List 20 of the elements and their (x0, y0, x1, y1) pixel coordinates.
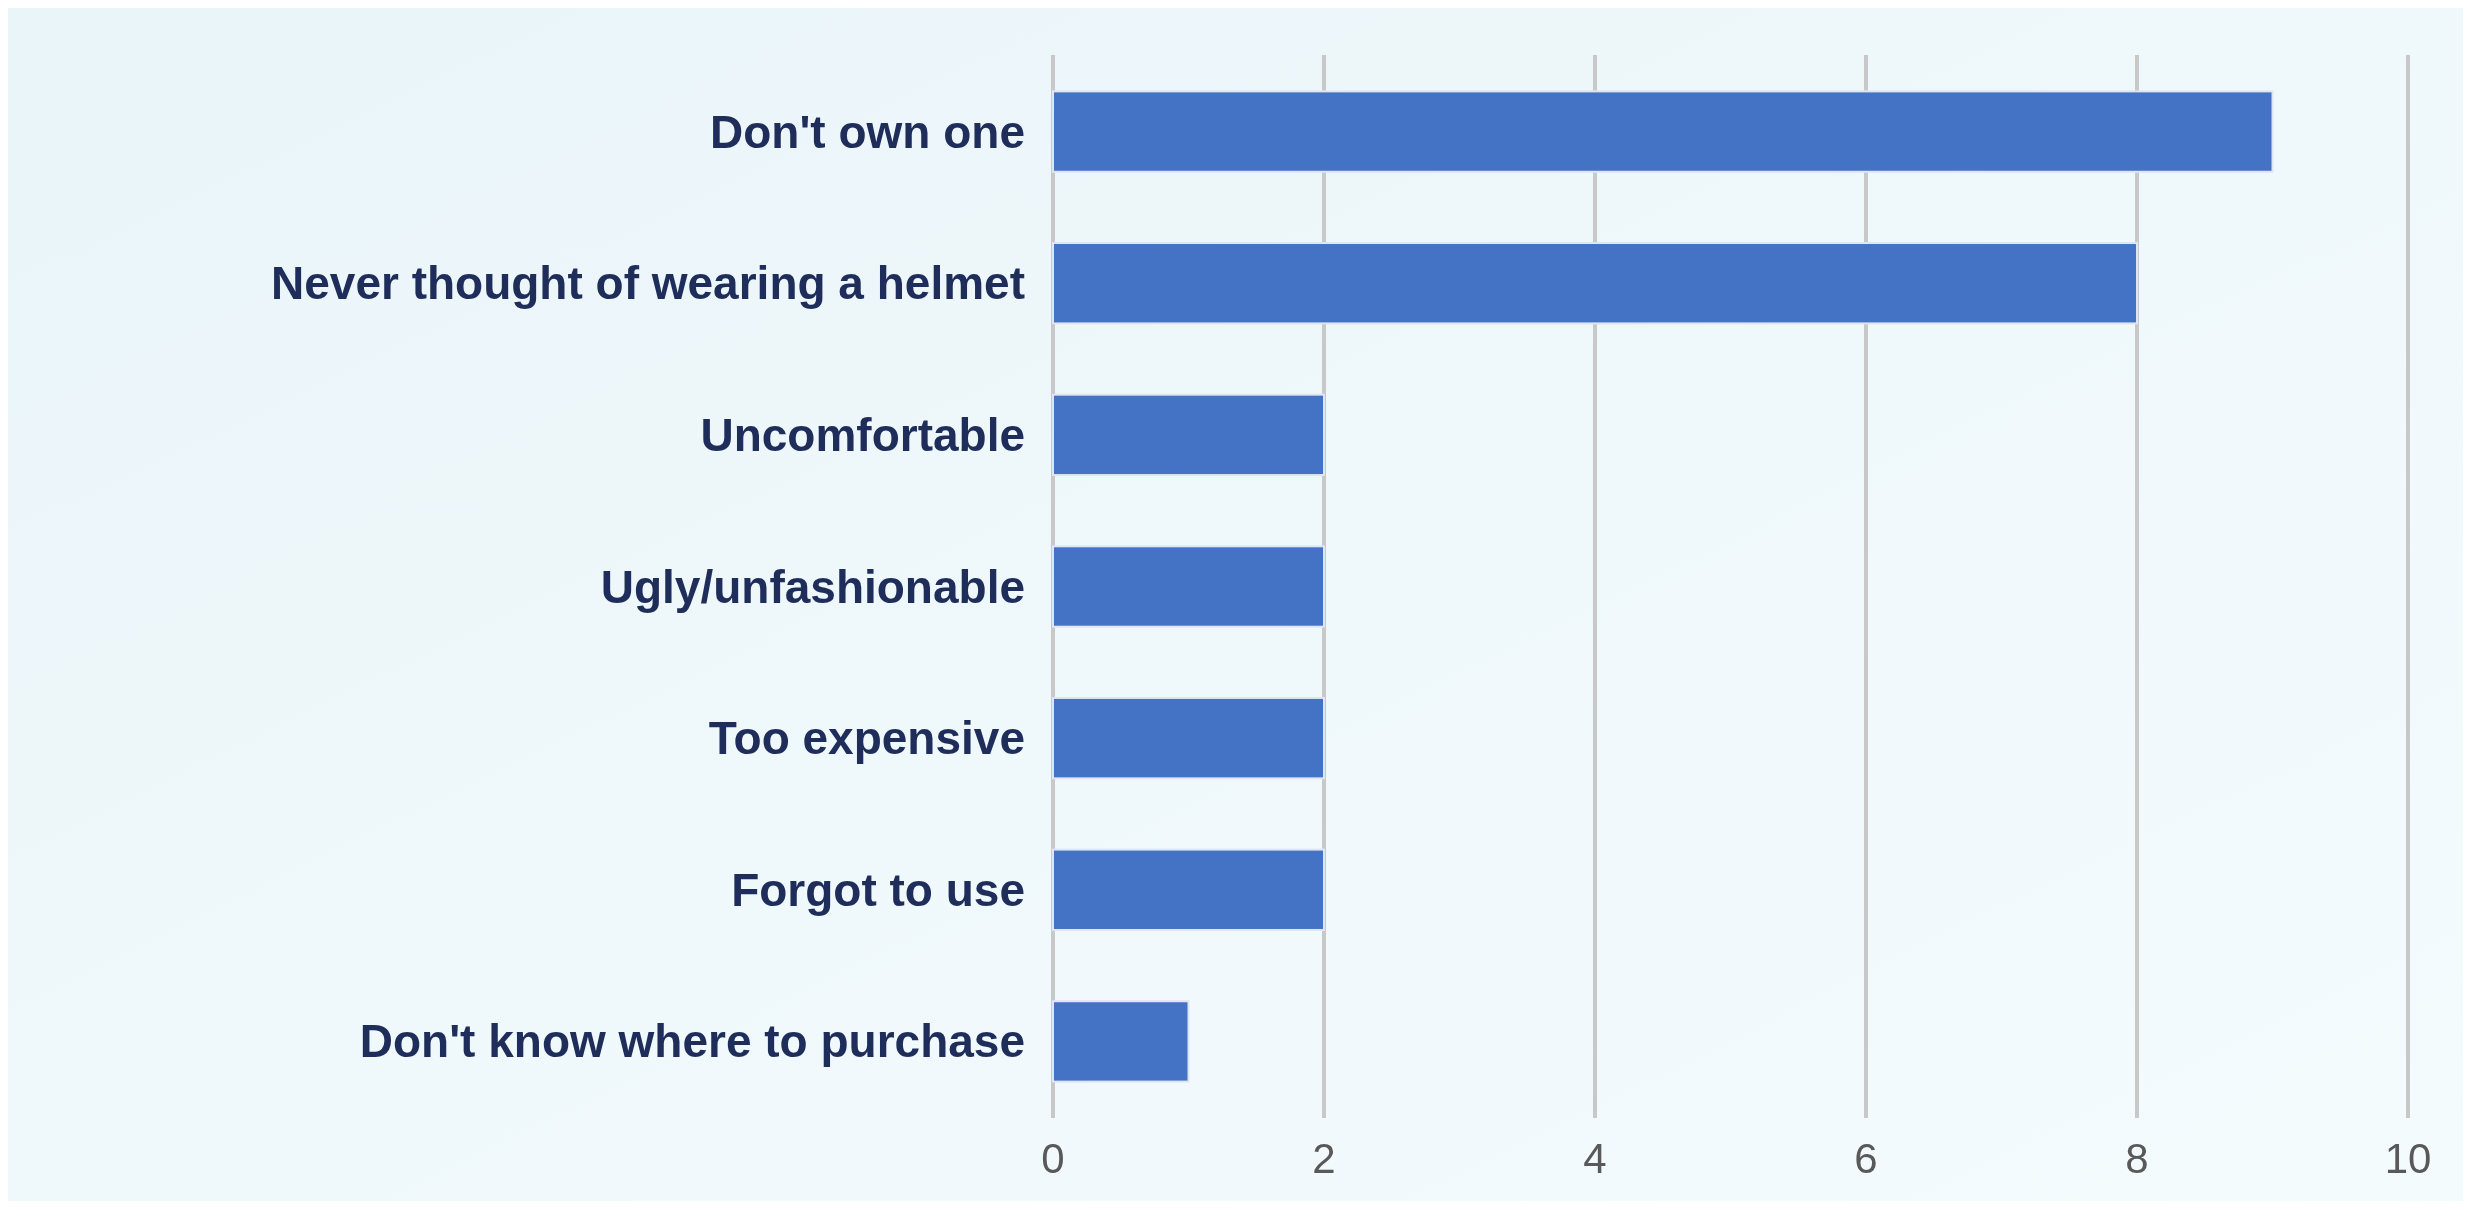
x-tick-label: 0 (1041, 1135, 1065, 1182)
y-tick-label: Don't own one (710, 105, 1025, 158)
bar (1052, 90, 2274, 173)
bar (1052, 848, 1325, 931)
bar (1052, 393, 1325, 477)
x-tick-label: 6 (1854, 1135, 1878, 1182)
y-tick-label: Never thought of wearing a helmet (271, 257, 1025, 310)
x-tick-label: 8 (2125, 1135, 2149, 1182)
y-tick-label: Forgot to use (731, 863, 1025, 916)
y-tick-label: Don't know where to purchase (359, 1015, 1025, 1068)
bar (1052, 696, 1325, 780)
y-tick-label: Too expensive (708, 712, 1025, 765)
y-tick-label: Uncomfortable (700, 408, 1025, 461)
y-tick-label: Ugly/unfashionable (600, 560, 1025, 613)
bar (1052, 242, 2138, 325)
x-tick-label: 2 (1312, 1135, 1336, 1182)
x-tick-label: 10 (2384, 1135, 2432, 1182)
x-tick-label: 4 (1583, 1135, 1607, 1182)
bar (1052, 545, 1325, 628)
bar (1052, 1000, 1190, 1083)
